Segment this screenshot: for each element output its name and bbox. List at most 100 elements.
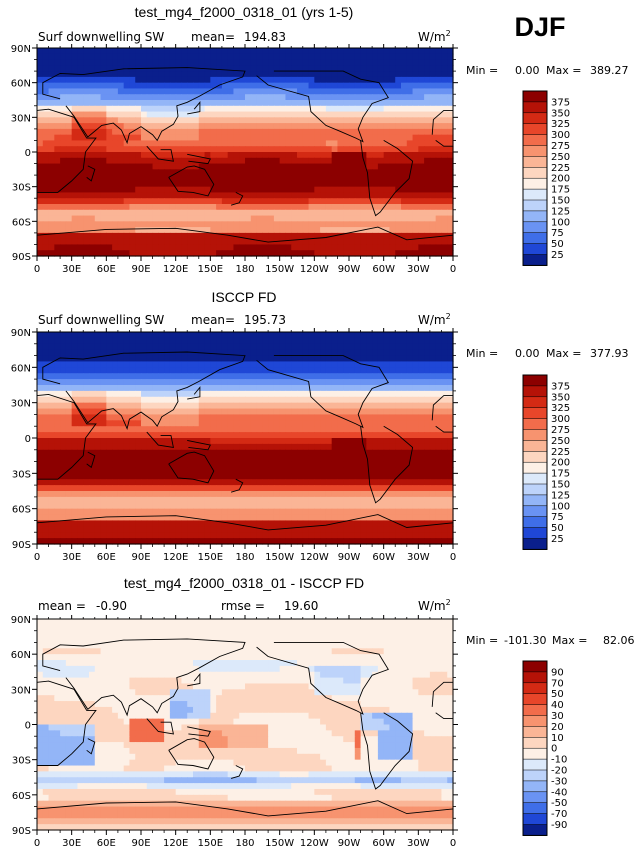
map-cell bbox=[204, 53, 211, 61]
map-cell bbox=[42, 71, 50, 78]
map-cell bbox=[233, 408, 240, 416]
map-cell bbox=[210, 134, 217, 142]
map-cell bbox=[146, 485, 154, 492]
map-cell bbox=[181, 192, 188, 199]
map-cell bbox=[94, 438, 102, 445]
map-cell bbox=[227, 117, 235, 124]
map-cell bbox=[325, 449, 333, 457]
map-cell bbox=[146, 473, 154, 480]
map-cell bbox=[412, 146, 419, 153]
map-cell bbox=[418, 420, 425, 427]
map-cell bbox=[204, 163, 211, 170]
map-cell bbox=[193, 432, 200, 439]
map-cell bbox=[106, 88, 113, 95]
map-cell bbox=[100, 65, 107, 72]
map-cell bbox=[193, 180, 200, 188]
map-cell bbox=[135, 479, 142, 486]
map-cell bbox=[77, 502, 84, 510]
map-cell bbox=[158, 385, 165, 392]
map-cell bbox=[146, 163, 154, 170]
map-cell bbox=[441, 204, 448, 211]
map-cell bbox=[210, 157, 217, 165]
map-cell bbox=[146, 157, 154, 165]
map-cell bbox=[418, 152, 425, 159]
map-cell bbox=[233, 373, 240, 380]
map-cell bbox=[164, 455, 171, 463]
map-cell bbox=[129, 250, 136, 257]
map-cell bbox=[435, 175, 443, 182]
map-cell bbox=[377, 473, 385, 480]
map-cell bbox=[187, 88, 194, 95]
map-cell bbox=[389, 432, 396, 439]
map-cell bbox=[54, 467, 61, 474]
map-cell bbox=[314, 221, 321, 228]
map-cell bbox=[37, 361, 44, 368]
map-cell bbox=[60, 105, 67, 113]
map-cell bbox=[37, 343, 44, 351]
map-cell bbox=[152, 337, 159, 345]
map-cell bbox=[106, 461, 113, 469]
map-cell bbox=[354, 94, 362, 101]
map-cell bbox=[227, 198, 235, 205]
map-cell bbox=[37, 186, 44, 194]
map-cell bbox=[372, 221, 379, 228]
map-cell bbox=[424, 175, 431, 182]
map-cell bbox=[71, 496, 79, 504]
map-cell bbox=[42, 152, 50, 159]
map-cell bbox=[141, 163, 148, 170]
map-cell bbox=[146, 244, 154, 251]
map-cell bbox=[268, 180, 275, 188]
map-cell bbox=[412, 48, 419, 55]
map-cell bbox=[54, 414, 61, 421]
map-cell bbox=[42, 175, 50, 182]
map-cell bbox=[447, 221, 454, 228]
map-cell bbox=[65, 82, 73, 90]
map-cell bbox=[372, 467, 379, 474]
map-cell bbox=[135, 175, 142, 182]
map-cell bbox=[418, 146, 425, 153]
map-cell bbox=[389, 420, 396, 427]
map-cell bbox=[193, 175, 200, 182]
map-cell bbox=[360, 355, 367, 363]
map-cell bbox=[245, 473, 252, 480]
map-cell bbox=[193, 134, 200, 142]
map-cell bbox=[65, 180, 73, 188]
map-cell bbox=[221, 390, 229, 398]
map-cell bbox=[37, 443, 44, 451]
map-cell bbox=[187, 53, 194, 61]
map-cell bbox=[366, 76, 373, 84]
map-cell bbox=[60, 221, 67, 228]
map-cell bbox=[175, 111, 183, 118]
map-cell bbox=[42, 373, 50, 380]
map-cell bbox=[227, 221, 235, 228]
map-cell bbox=[262, 65, 269, 72]
map-cell bbox=[331, 244, 339, 251]
map-cell bbox=[60, 449, 67, 457]
map-cell bbox=[424, 361, 431, 368]
map-cell bbox=[447, 385, 454, 392]
map-cell bbox=[349, 244, 356, 251]
colorbar-label: 250 bbox=[551, 152, 570, 163]
map-cell bbox=[89, 232, 96, 240]
map-cell bbox=[250, 238, 258, 246]
map-cell bbox=[210, 111, 217, 118]
map-cell bbox=[314, 473, 321, 480]
map-cell bbox=[389, 169, 396, 176]
map-cell bbox=[106, 204, 113, 211]
map-cell bbox=[447, 53, 454, 61]
map-cell bbox=[117, 420, 125, 427]
map-cell bbox=[198, 76, 206, 84]
map-cell bbox=[135, 396, 142, 404]
map-cell bbox=[48, 157, 55, 165]
map-cell bbox=[302, 71, 310, 78]
map-cell bbox=[291, 175, 298, 182]
map-cell bbox=[297, 227, 304, 234]
map-cell bbox=[401, 140, 408, 147]
map-cell bbox=[158, 105, 165, 113]
map-cell bbox=[383, 76, 391, 84]
map-cell bbox=[325, 502, 333, 510]
map-cell bbox=[164, 204, 171, 211]
map-cell bbox=[187, 455, 194, 463]
map-cell bbox=[169, 198, 177, 205]
map-cell bbox=[360, 48, 367, 55]
